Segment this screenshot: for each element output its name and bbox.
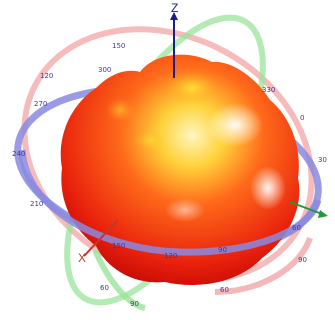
lobe-highlight (106, 98, 134, 122)
lobe-highlight (250, 166, 286, 210)
azimuth-label: 300 (98, 66, 111, 74)
azimuth-label: 150 (112, 242, 125, 250)
azimuth-ring-front (18, 149, 322, 256)
z-axis-label: Z (171, 1, 178, 15)
lobe-highlight (134, 128, 166, 152)
elevation-xz-label: 150 (112, 42, 125, 50)
azimuth-label: 270 (34, 100, 47, 108)
elevation-xz-label: 60 (220, 286, 229, 294)
azimuth-label: 240 (12, 150, 25, 158)
lobe-highlight (165, 198, 205, 222)
elevation-ring-xz-front (214, 236, 313, 295)
azimuth-label: 210 (30, 200, 43, 208)
elevation-yz-label: 90 (130, 300, 139, 308)
azimuth-label: 60 (292, 224, 301, 232)
elevation-xz-label: 90 (298, 256, 307, 264)
azimuth-label: 90 (218, 246, 227, 254)
elevation-xz-label: 120 (40, 72, 53, 80)
elevation-ring-yz-front (92, 248, 146, 311)
azimuth-label: 120 (164, 252, 177, 260)
y-axis (289, 201, 323, 215)
z-axis-arrow-icon (170, 12, 178, 20)
azimuth-label: 330 (262, 86, 275, 94)
elevation-yz-label: 60 (100, 284, 109, 292)
azimuth-label: 0 (300, 114, 304, 122)
x-axis-label: X (78, 251, 86, 265)
lobe-highlight (207, 103, 263, 147)
azimuth-label: 30 (318, 156, 327, 164)
lobe-highlight (166, 72, 218, 104)
x-axis (83, 219, 119, 257)
y-axis-arrow-icon (318, 210, 328, 218)
